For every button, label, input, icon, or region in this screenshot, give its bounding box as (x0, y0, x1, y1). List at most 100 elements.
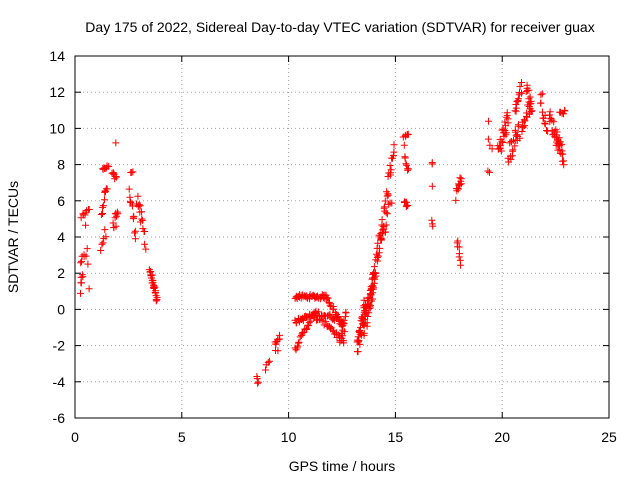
data-point (503, 113, 511, 121)
data-point (509, 146, 517, 154)
data-point (518, 79, 525, 86)
data-point (334, 313, 342, 321)
data-point (507, 155, 515, 163)
data-point (428, 216, 436, 224)
chart-title: Day 175 of 2022, Sidereal Day-to-day VTE… (85, 19, 594, 35)
data-point (559, 150, 567, 158)
data-point (456, 174, 464, 182)
data-point (264, 358, 272, 366)
data-point (82, 252, 90, 260)
data-point (518, 89, 525, 97)
data-points (77, 79, 569, 387)
data-point (376, 244, 384, 252)
data-point (114, 210, 122, 218)
data-point (527, 108, 535, 115)
data-point (131, 227, 139, 235)
data-point (486, 141, 494, 149)
data-point (370, 274, 378, 282)
data-point (385, 200, 393, 208)
data-point (384, 190, 392, 198)
y-tick-label: 10 (49, 120, 65, 136)
data-point (79, 273, 87, 281)
data-point (370, 263, 378, 271)
data-point (382, 209, 390, 217)
data-point (525, 86, 533, 94)
data-point (369, 289, 377, 297)
data-point (135, 201, 143, 209)
y-tick-label: 8 (57, 157, 65, 173)
data-point (546, 111, 553, 119)
data-point (404, 131, 412, 138)
data-point (129, 168, 137, 176)
data-point (528, 107, 536, 115)
data-point (402, 203, 410, 211)
y-tick-label: 0 (57, 301, 65, 317)
data-point (141, 240, 149, 248)
data-point (498, 137, 506, 145)
data-point (538, 90, 546, 98)
data-point (339, 332, 347, 340)
data-point (134, 192, 142, 200)
data-point (314, 308, 322, 316)
data-point (519, 123, 527, 131)
data-point (332, 314, 340, 322)
data-point (85, 285, 93, 293)
data-point (557, 108, 564, 116)
data-point (488, 145, 496, 153)
data-point (305, 322, 313, 330)
data-point (112, 173, 120, 181)
data-point (83, 245, 91, 253)
data-point (400, 141, 408, 149)
data-point (521, 117, 529, 125)
y-tick-label: 14 (49, 48, 65, 64)
data-point (514, 95, 522, 103)
data-point (112, 139, 120, 147)
data-point (499, 139, 507, 146)
data-point (506, 139, 514, 147)
data-point (326, 310, 334, 318)
x-tick-label: 0 (71, 429, 79, 445)
data-point (294, 342, 302, 350)
data-point (555, 134, 563, 142)
data-point (403, 161, 410, 169)
data-point (309, 312, 317, 320)
data-point (305, 319, 313, 327)
data-point (526, 93, 534, 101)
data-point (131, 229, 138, 237)
data-point (254, 378, 262, 386)
data-point (527, 97, 535, 105)
data-point (553, 128, 561, 136)
x-tick-label: 25 (601, 429, 617, 445)
data-point (99, 165, 107, 173)
data-point (523, 87, 531, 95)
data-point (97, 211, 105, 218)
data-point (401, 154, 409, 162)
data-point (382, 221, 390, 229)
data-point (262, 366, 269, 374)
data-point (514, 98, 522, 106)
data-point (386, 162, 394, 169)
data-point (292, 346, 300, 354)
data-point (370, 284, 377, 292)
data-point (141, 228, 149, 235)
data-point (390, 148, 398, 156)
data-point (340, 320, 348, 328)
data-point (342, 309, 350, 317)
y-tick-label: -2 (53, 338, 66, 354)
data-point (546, 108, 554, 116)
x-tick-label: 15 (388, 429, 404, 445)
data-point (484, 167, 492, 175)
data-point (386, 171, 394, 179)
data-point (428, 160, 436, 168)
data-point (516, 134, 524, 142)
data-point (333, 313, 341, 321)
data-point (541, 120, 549, 128)
x-tick-label: 20 (494, 429, 510, 445)
data-point (387, 166, 395, 174)
data-point (372, 272, 380, 280)
data-point (484, 135, 492, 143)
data-point (322, 317, 330, 325)
data-point (366, 304, 374, 312)
data-point (455, 243, 463, 251)
